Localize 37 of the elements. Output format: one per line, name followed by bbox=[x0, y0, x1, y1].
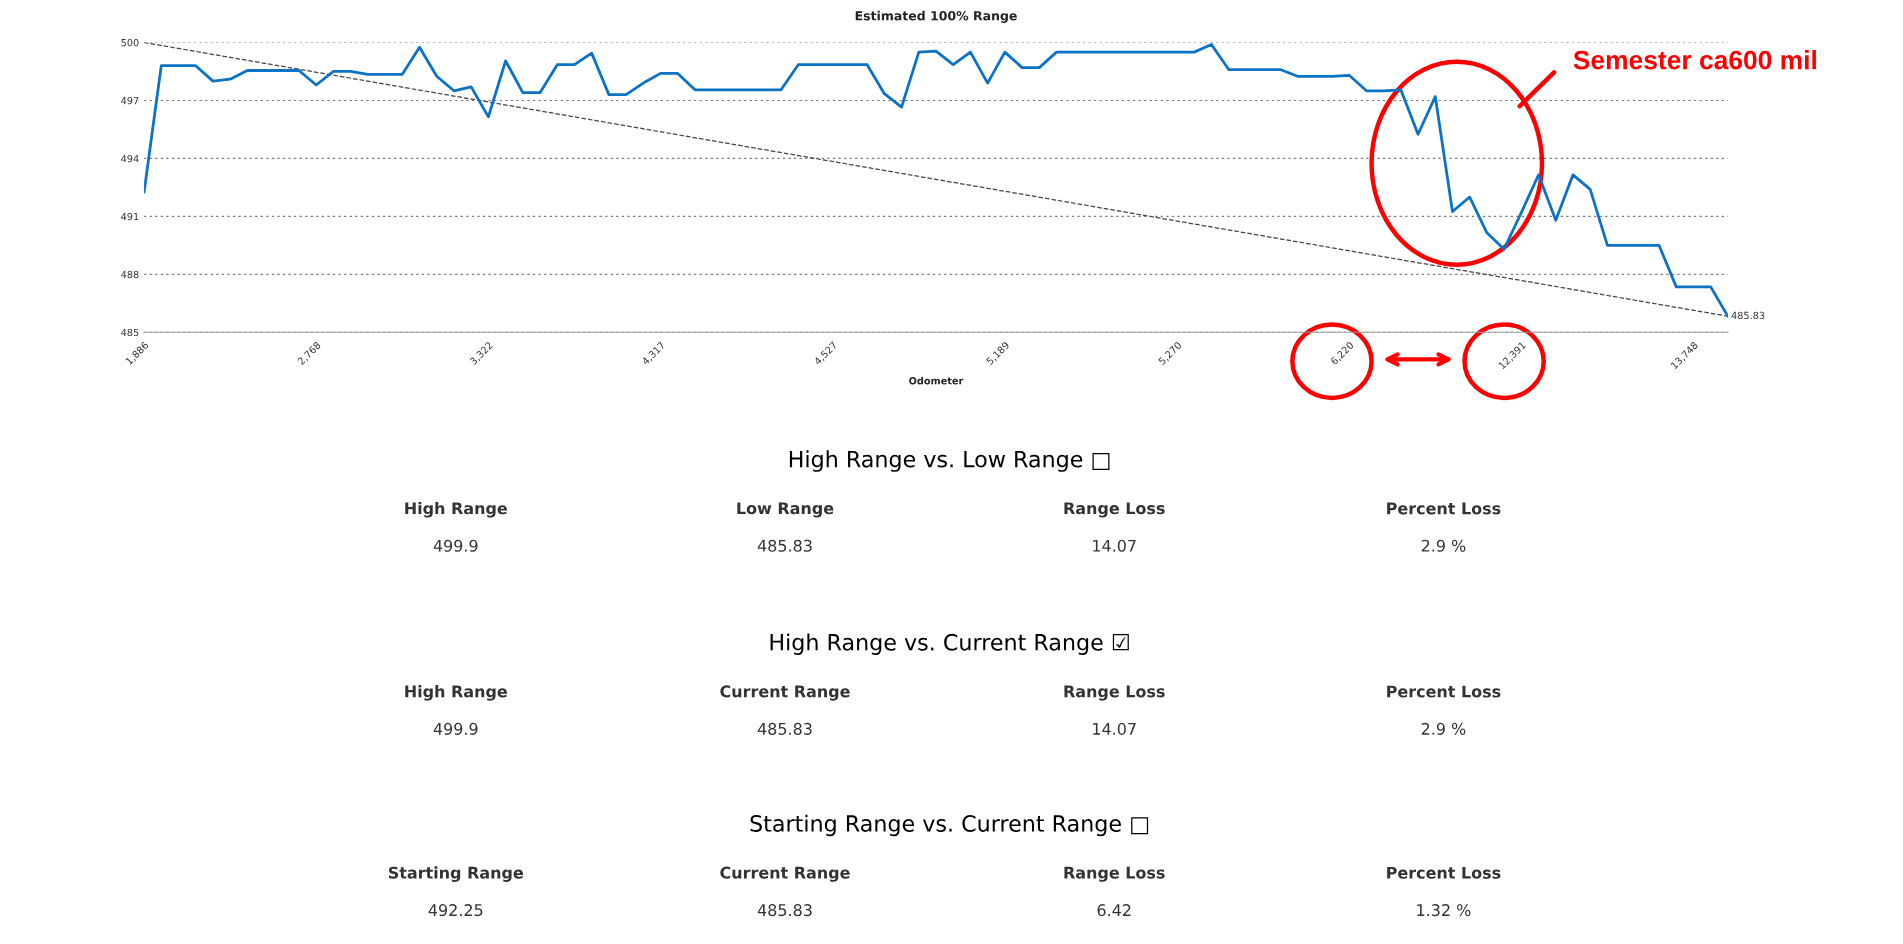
text: High Range vs. Low Range □ bbox=[789, 450, 1110, 472]
category-label: Current Range bbox=[720, 685, 850, 701]
category-label: Current Range bbox=[720, 866, 850, 882]
category-label: Range Loss bbox=[1064, 866, 1165, 882]
category-label: Percent Loss bbox=[1387, 685, 1501, 698]
text: 485.83 bbox=[757, 722, 812, 735]
category-label: Range Loss bbox=[1064, 502, 1165, 518]
text: High Range vs. Current Range ☑ bbox=[770, 633, 1129, 655]
text: 492.25 bbox=[428, 904, 483, 917]
x-axis-title: Odometer bbox=[909, 376, 964, 385]
text: 485.83 bbox=[757, 904, 812, 917]
data-label: 485.83 bbox=[1731, 311, 1765, 320]
text: 14.07 bbox=[1093, 539, 1136, 552]
y-tick-label: 500 bbox=[121, 38, 139, 47]
text: 485.83 bbox=[757, 539, 812, 552]
text: 499.9 bbox=[433, 539, 478, 552]
y-tick-label: 488 bbox=[121, 270, 139, 279]
category-label: Percent Loss bbox=[1387, 502, 1501, 515]
category-label: Low Range bbox=[737, 502, 834, 518]
category-label: High Range bbox=[405, 685, 507, 701]
annotation: Semester ca600 mil bbox=[1573, 50, 1816, 70]
category-label: Starting Range bbox=[388, 866, 523, 882]
text: 14.07 bbox=[1093, 722, 1136, 735]
category-label: Percent Loss bbox=[1387, 866, 1501, 879]
chart-title: Estimated 100% Range bbox=[855, 10, 1017, 23]
category-label: High Range bbox=[405, 501, 507, 518]
text: 2.9 % bbox=[1421, 539, 1466, 552]
y-tick-label: 497 bbox=[121, 96, 139, 105]
text: 499.9 bbox=[433, 722, 478, 735]
y-tick-label: 485 bbox=[121, 328, 139, 337]
text: 6.42 bbox=[1097, 904, 1131, 917]
text: 1.32 % bbox=[1417, 904, 1471, 917]
text: Starting Range vs. Current Range □ bbox=[750, 814, 1149, 837]
category-label: Range Loss bbox=[1064, 685, 1165, 701]
text: 2.9 % bbox=[1421, 722, 1466, 735]
y-tick-label: 491 bbox=[121, 212, 139, 221]
y-tick-label: 494 bbox=[121, 154, 139, 163]
